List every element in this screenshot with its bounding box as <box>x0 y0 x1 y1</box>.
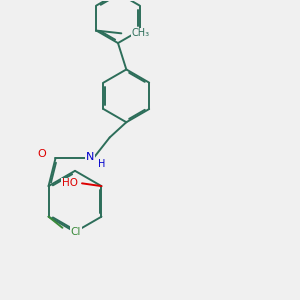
Text: HO: HO <box>62 178 78 188</box>
Text: N: N <box>86 152 94 162</box>
Text: H: H <box>98 159 105 169</box>
Text: CH₃: CH₃ <box>131 28 149 38</box>
Text: O: O <box>37 149 46 159</box>
Text: Cl: Cl <box>71 227 81 237</box>
